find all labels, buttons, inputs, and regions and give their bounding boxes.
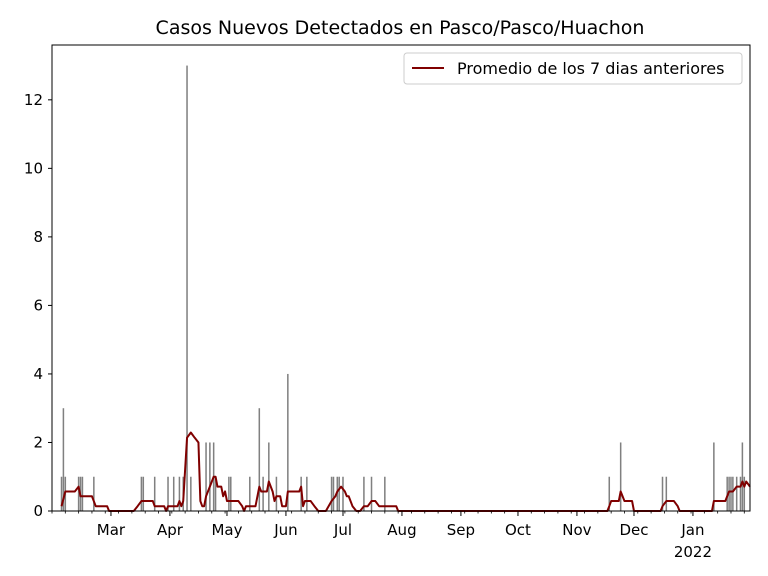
x-tick-sublabel: 2022 [674, 543, 712, 561]
y-tick-label: 12 [24, 91, 43, 109]
y-tick-label: 10 [24, 159, 43, 177]
bar [60, 476, 63, 511]
x-tick-label: Dec [619, 521, 648, 539]
bar-series [60, 65, 746, 511]
bar [332, 476, 335, 511]
bar [732, 476, 734, 511]
bar [713, 442, 715, 511]
x-tick-label: May [211, 521, 242, 539]
x-tick-label: Nov [562, 521, 591, 539]
chart-title: Casos Nuevos Detectados en Pasco/Pasco/H… [156, 17, 645, 39]
bar [330, 476, 333, 511]
legend: Promedio de los 7 dias anteriores [403, 52, 743, 85]
line-series [60, 431, 751, 512]
bar [608, 476, 611, 511]
bar [258, 408, 261, 511]
bar [735, 476, 738, 511]
x-tick-label: Jun [273, 521, 297, 539]
bar [370, 476, 373, 511]
bar [275, 476, 278, 511]
bar [262, 476, 264, 511]
bar [205, 442, 207, 511]
bar [384, 476, 386, 511]
x-tick-label: Mar [97, 521, 126, 539]
y-tick-label: 2 [33, 433, 43, 451]
x-tick-label: Jul [333, 521, 352, 539]
bar [363, 476, 365, 511]
bar [230, 476, 232, 511]
bar [730, 476, 732, 511]
bar [209, 442, 211, 511]
bar [287, 373, 289, 511]
bar [77, 476, 80, 511]
bar [249, 476, 251, 511]
bar [268, 442, 270, 511]
bar [190, 476, 192, 511]
series-line [60, 431, 751, 512]
bar [739, 476, 742, 511]
legend-box [403, 52, 743, 85]
bar [178, 476, 181, 511]
x-tick-label: Sep [447, 521, 475, 539]
bar [661, 476, 664, 511]
y-tick-label: 4 [33, 365, 43, 383]
bar [619, 442, 622, 511]
x-axis: Mar Apr May Jun Jul Aug Sep Oct Nov Dec Jan 2022 [51, 511, 745, 561]
bar [172, 476, 175, 511]
bar [228, 476, 230, 511]
bar [186, 65, 188, 511]
bar [142, 476, 145, 511]
bar [153, 476, 156, 511]
y-tick-label: 8 [33, 228, 43, 246]
bar [214, 476, 217, 511]
x-tick-label: Oct [505, 521, 531, 539]
bar [62, 408, 65, 511]
plot-frame [51, 44, 751, 512]
bar [743, 476, 746, 511]
bar [306, 476, 308, 511]
x-tick-label: Aug [387, 521, 416, 539]
x-tick-label: Apr [157, 521, 184, 539]
y-axis: 0 2 4 6 8 10 12 [24, 91, 52, 520]
bar [140, 476, 143, 511]
bar [167, 476, 169, 511]
y-tick-label: 0 [33, 502, 43, 520]
x-tick-label: Jan [680, 521, 704, 539]
bar [342, 476, 344, 511]
legend-label: Promedio de los 7 dias anteriores [457, 59, 724, 78]
bar [665, 476, 668, 511]
bar [338, 476, 340, 511]
y-tick-label: 6 [33, 296, 43, 314]
bar [81, 476, 84, 511]
bar [93, 476, 95, 511]
bar [741, 442, 744, 511]
